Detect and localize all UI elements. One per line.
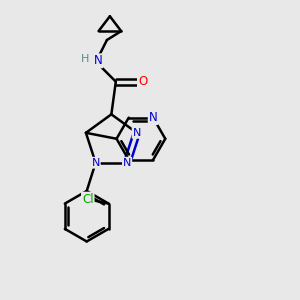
Text: N: N [94, 54, 102, 67]
Text: N: N [123, 158, 131, 168]
Text: H: H [81, 54, 90, 64]
Text: N: N [133, 128, 141, 138]
Text: O: O [138, 75, 147, 88]
Text: N: N [92, 158, 100, 168]
Text: N: N [149, 111, 158, 124]
Text: Cl: Cl [82, 193, 94, 206]
